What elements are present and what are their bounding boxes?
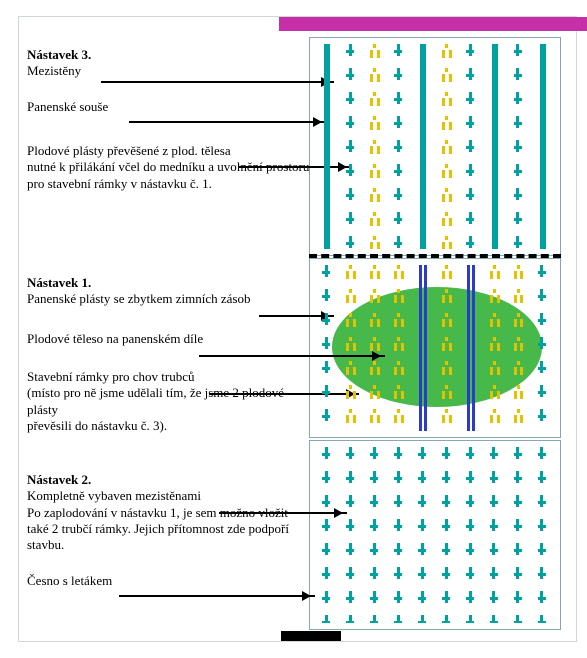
hive-lid (279, 17, 587, 31)
section2-line5: Česno s letákem (27, 573, 317, 589)
frame-mezi (484, 447, 506, 623)
frame-panen (436, 44, 458, 249)
page-frame: Nástavek 3. Mezistěny Panenské souše Plo… (18, 16, 577, 642)
hive-box-n3 (309, 37, 561, 256)
section2-line3: také 2 trubčí rámky. Jejich přítomnost z… (27, 521, 289, 536)
frame-mezi (316, 265, 338, 431)
frame-mezi (436, 447, 458, 623)
frame-mezi (340, 447, 362, 623)
frame-souse (412, 44, 434, 249)
frame-trubec (412, 265, 434, 431)
section1-line1: Panenské plásty se zbytkem zimních zásob (27, 291, 250, 306)
section3-line5: pro stavební rámky v nástavku č. 1. (27, 176, 212, 191)
frame-mezi (412, 447, 434, 623)
frame-mezi (388, 447, 410, 623)
section1-title: Nástavek 1. (27, 275, 91, 290)
frame-souse (316, 44, 338, 249)
pointer-arrow (129, 121, 326, 123)
frame-mezi (388, 44, 410, 249)
frame-mezi (532, 265, 554, 431)
frame-mezi (316, 447, 338, 623)
section1-line2: Plodové těleso na panenském díle (27, 331, 317, 347)
entrance-board (281, 631, 341, 641)
frame-panen (364, 44, 386, 249)
frame-panen (436, 265, 458, 431)
frame-row (316, 265, 554, 431)
frame-mezi (508, 44, 530, 249)
frame-mezi (532, 447, 554, 623)
frame-panen (364, 265, 386, 431)
section2-line1: Kompletně vybaven mezistěnami (27, 488, 201, 503)
frame-mezi (340, 44, 362, 249)
frame-panen (388, 265, 410, 431)
frame-panen (484, 265, 506, 431)
pointer-arrow (101, 81, 334, 83)
section1-line5: převěsili do nástavku č. 3). (27, 418, 167, 433)
hive-box-n2 (309, 440, 561, 630)
frame-mezi (460, 44, 482, 249)
section1-line3: Stavební rámky pro chov trubců (27, 369, 195, 384)
section3-title: Nástavek 3. (27, 47, 91, 62)
section3-line1: Mezistěny (27, 63, 81, 78)
section3-block: Nástavek 3. Mezistěny (27, 47, 317, 80)
frame-row (316, 44, 554, 249)
frame-souse (484, 44, 506, 249)
section1-block: Nástavek 1. Panenské plásty se zbytkem z… (27, 275, 317, 308)
frame-row (316, 447, 554, 623)
section3-line2: Panenské souše (27, 99, 317, 115)
section1-block2: Stavební rámky pro chov trubců (místo pr… (27, 369, 317, 434)
section2-title: Nástavek 2. (27, 472, 91, 487)
section1-line4: (místo pro ně jsme udělali tím, že jsme … (27, 385, 284, 416)
frame-mezi (508, 447, 530, 623)
pointer-arrow (119, 595, 315, 597)
frame-panen (508, 265, 530, 431)
frame-panen (340, 265, 362, 431)
section2-line4: stavbu. (27, 537, 64, 552)
queen-excluder (309, 254, 561, 258)
frame-mezi (460, 447, 482, 623)
frame-souse (532, 44, 554, 249)
section3-line3: Plodové plásty převěšené z plod. tělesa (27, 143, 231, 158)
frame-mezi (364, 447, 386, 623)
frame-trubec (460, 265, 482, 431)
hive-box-n1 (309, 258, 561, 438)
